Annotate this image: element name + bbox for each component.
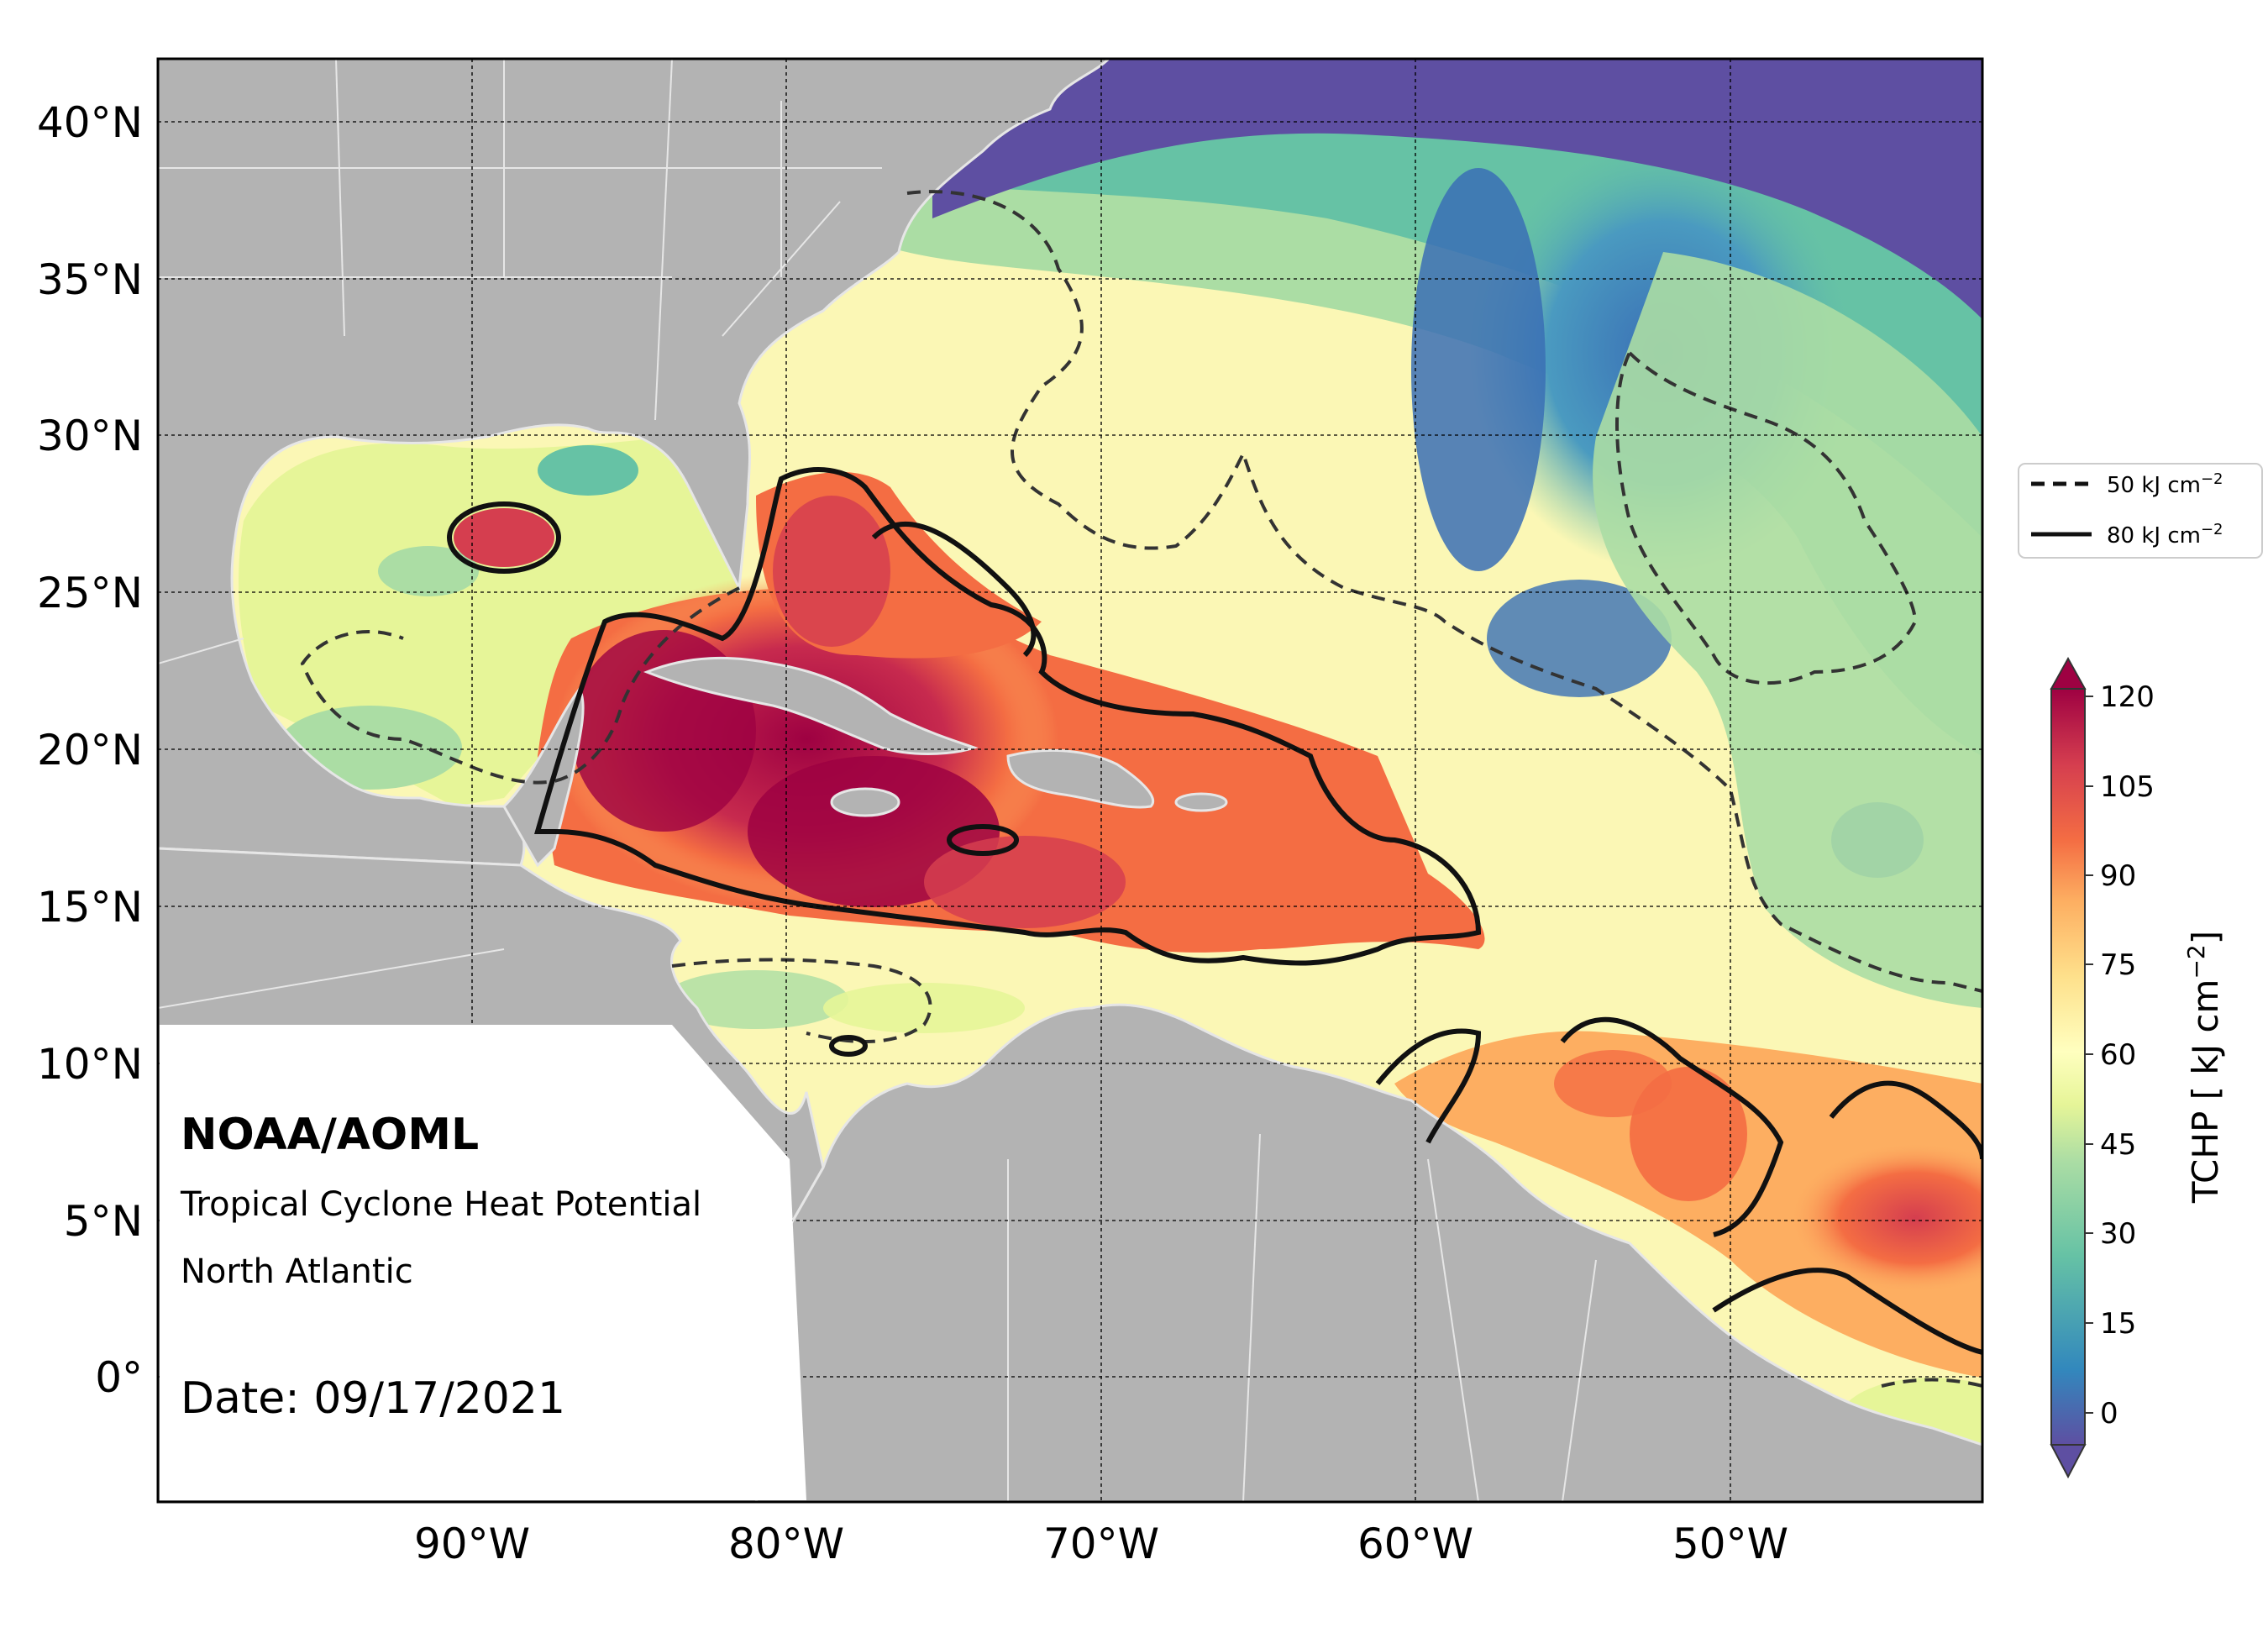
tchp-field — [158, 59, 1982, 1502]
lat-tick: 30°N — [37, 412, 143, 460]
lat-tick: 5°N — [64, 1197, 143, 1246]
colorbar: 120 105 90 75 60 45 30 15 0 TCHP [ kJ cm… — [2050, 656, 2226, 1479]
lat-tick: 0° — [95, 1353, 143, 1402]
legend-label-50-exp: −2 — [2201, 470, 2223, 488]
colorbar-label-exp: −2 — [2182, 944, 2210, 979]
colorbar-tick: 0 — [2100, 1397, 2118, 1431]
legend-label-80-exp: −2 — [2201, 521, 2223, 538]
org-title: NOAA/AOML — [181, 1110, 479, 1160]
lat-tick: 10°N — [37, 1040, 143, 1089]
graticule — [158, 59, 1982, 1502]
colorbar-tick: 60 — [2100, 1038, 2136, 1072]
lat-axis: 40°N 35°N 30°N 25°N 20°N 15°N 10°N 5°N 0… — [37, 98, 143, 1402]
lon-tick: 60°W — [1357, 1520, 1473, 1568]
lat-tick: 15°N — [37, 883, 143, 932]
legend-label-50: 50 kJ cm — [2107, 473, 2201, 498]
contour-50 — [300, 190, 1982, 1388]
colorbar-tick: 30 — [2100, 1217, 2136, 1251]
lon-tick: 80°W — [728, 1520, 844, 1568]
colorbar-tick: 45 — [2100, 1128, 2136, 1162]
region-label: North Atlantic — [181, 1252, 413, 1291]
colorbar-tick: 90 — [2100, 859, 2136, 893]
lat-tick: 20°N — [37, 726, 143, 774]
map-frame — [156, 57, 1984, 1504]
colorbar-extend-bottom — [2050, 1444, 2087, 1479]
contour-legend: 50 kJ cm−2 80 kJ cm−2 — [2018, 463, 2263, 559]
lat-tick: 35°N — [37, 255, 143, 304]
info-box: NOAA/AOML Tropical Cyclone Heat Potentia… — [160, 1025, 806, 1500]
colorbar-label-end: ] — [2185, 931, 2226, 944]
contour-80 — [447, 467, 1982, 1355]
product-label: Tropical Cyclone Heat Potential — [180, 1185, 701, 1224]
lon-tick: 50°W — [1672, 1520, 1788, 1568]
colorbar-extend-top — [2050, 656, 2087, 690]
borders — [158, 59, 1597, 1502]
lat-tick: 25°N — [37, 569, 143, 617]
lon-axis: 90°W 80°W 70°W 60°W 50°W — [414, 1520, 1788, 1568]
colorbar-tick: 120 — [2100, 680, 2155, 714]
colorbar-label-main: TCHP [ kJ cm — [2185, 979, 2226, 1205]
lon-tick: 70°W — [1043, 1520, 1159, 1568]
lon-tick: 90°W — [414, 1520, 530, 1568]
colorbar-tick: 15 — [2100, 1307, 2136, 1341]
colorbar-tick: 105 — [2100, 770, 2155, 804]
lat-tick: 40°N — [37, 98, 143, 147]
colorbar-ramp — [2050, 688, 2086, 1446]
colorbar-tick: 75 — [2100, 948, 2136, 982]
colorbar-label: TCHP [ kJ cm−2] — [2182, 931, 2226, 1204]
svg-text:50 kJ cm−2: 50 kJ cm−2 — [2107, 470, 2223, 498]
svg-text:80 kJ cm−2: 80 kJ cm−2 — [2107, 521, 2223, 549]
date-label: Date: 09/17/2021 — [181, 1373, 565, 1424]
legend-label-80: 80 kJ cm — [2107, 523, 2201, 549]
